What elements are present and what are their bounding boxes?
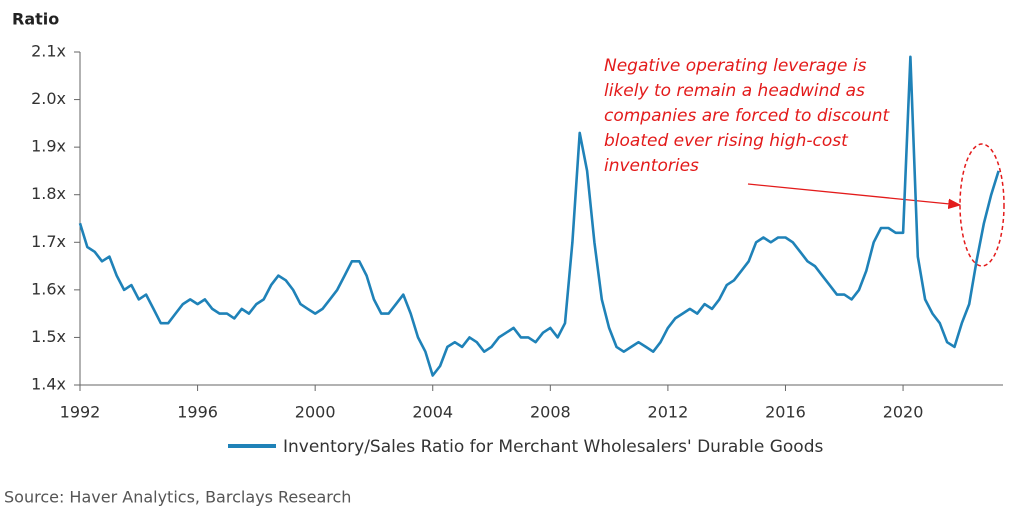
y-axis-label: Ratio: [12, 10, 59, 29]
x-tick-label: 2012: [648, 403, 689, 422]
annotation: companies are forced to discount: [604, 106, 891, 126]
x-tick-label: 2004: [412, 403, 453, 422]
data-line: [78, 55, 1000, 377]
x-tick-label: 2000: [295, 403, 336, 422]
annotation: inventories: [604, 156, 699, 176]
y-tick-label: 1.8x: [31, 184, 66, 203]
x-tick-label: 2016: [765, 403, 806, 422]
x-tick-label: 1992: [60, 403, 101, 422]
annotation-arrow: [747, 183, 962, 210]
y-tick-label: 1.4x: [31, 375, 66, 394]
x-tick-label: 2020: [883, 403, 924, 422]
highlight-ellipse: [959, 143, 1005, 267]
y-tick-label: 2.0x: [31, 89, 66, 108]
source: Source: Haver Analytics, Barclays Resear…: [4, 488, 351, 507]
annotation: Negative operating leverage is: [604, 56, 867, 76]
x-tick-label: 2008: [530, 403, 571, 422]
annotation: bloated ever rising high-cost: [604, 131, 849, 151]
y-tick-label: 1.7x: [31, 232, 66, 251]
annotation: likely to remain a headwind as: [604, 81, 865, 101]
y-tick-label: 1.5x: [31, 327, 66, 346]
legend-label: Inventory/Sales Ratio for Merchant Whole…: [283, 437, 823, 457]
y-tick-label: 2.1x: [31, 42, 66, 61]
x-tick-label: 1996: [177, 403, 218, 422]
y-tick-label: 1.6x: [31, 279, 66, 298]
y-tick-label: 1.9x: [31, 137, 66, 156]
